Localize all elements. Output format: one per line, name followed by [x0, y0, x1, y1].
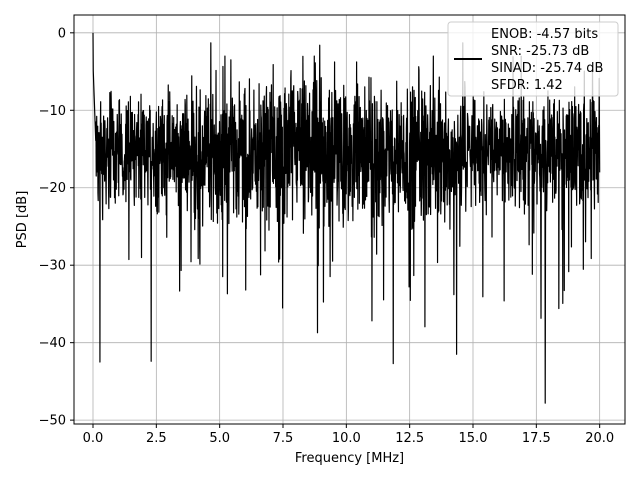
axis-ticks: 0.0 2.5 5.0 7.5 10.0 12.5 15.0 17.5 20.0 0 −10 −20 −… [39, 26, 615, 446]
y-tick-label: −50 [39, 414, 66, 429]
x-tick-label: 2.5 [146, 431, 167, 446]
y-tick-label: 0 [58, 26, 66, 41]
y-tick-label: −40 [39, 336, 66, 351]
x-tick-label: 7.5 [273, 431, 294, 446]
x-tick-label: 10.0 [332, 431, 361, 446]
x-axis-label: Frequency [MHz] [295, 451, 404, 466]
x-tick-label: 15.0 [459, 431, 488, 446]
plot-frame [73, 14, 626, 425]
legend: ENOB: -4.57 bits SNR: -25.73 dB SINAD: -… [447, 21, 619, 97]
x-tick-label: 5.0 [209, 431, 230, 446]
legend-box [447, 21, 619, 97]
legend-snr: SNR: -25.73 dB [491, 44, 589, 59]
y-axis-label: PSD [dB] [15, 191, 30, 249]
y-tick-label: −10 [39, 104, 66, 119]
x-tick-label: 0.0 [83, 431, 104, 446]
plot-data [92, 32, 601, 404]
y-tick-label: −20 [39, 181, 66, 196]
legend-sfdr: SFDR: 1.42 [491, 78, 563, 93]
psd-series-line [92, 32, 601, 404]
legend-sinad: SINAD: -25.74 dB [491, 61, 603, 76]
x-tick-label: 17.5 [522, 431, 551, 446]
x-tick-label: 12.5 [395, 431, 424, 446]
y-tick-label: −30 [39, 259, 66, 274]
x-tick-label: 20.0 [585, 431, 614, 446]
legend-enob: ENOB: -4.57 bits [491, 27, 598, 42]
